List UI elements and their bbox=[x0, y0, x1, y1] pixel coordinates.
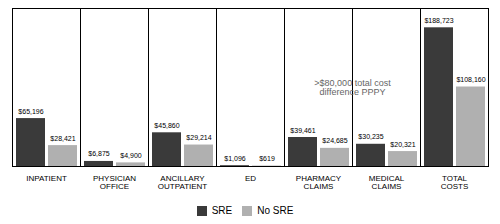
svg-text:MEDICALCLAIMS: MEDICALCLAIMS bbox=[369, 174, 405, 191]
svg-text:$39,461: $39,461 bbox=[290, 127, 315, 134]
svg-text:$28,421: $28,421 bbox=[50, 135, 75, 142]
svg-text:$45,860: $45,860 bbox=[154, 122, 179, 129]
html-text:SRE: SRE bbox=[211, 205, 233, 216]
svg-text:PHARMACYCLAIMS: PHARMACYCLAIMS bbox=[296, 174, 342, 191]
svg-text:ED: ED bbox=[245, 174, 256, 183]
svg-text:PHYSICIANOFFICE: PHYSICIANOFFICE bbox=[93, 174, 136, 191]
svg-text:$4,900: $4,900 bbox=[120, 152, 142, 159]
svg-text:INPATIENT: INPATIENT bbox=[26, 174, 67, 183]
svg-text:$619: $619 bbox=[259, 155, 275, 162]
svg-text:$108,160: $108,160 bbox=[456, 76, 485, 83]
svg-text:$24,685: $24,685 bbox=[322, 137, 347, 144]
svg-text:TOTALCOSTS: TOTALCOSTS bbox=[441, 174, 469, 191]
svg-text:ANCILLARYOUTPATIENT: ANCILLARYOUTPATIENT bbox=[158, 174, 208, 191]
svg-text:$20,321: $20,321 bbox=[390, 141, 415, 148]
svg-text:$65,196: $65,196 bbox=[18, 108, 43, 115]
svg-text:$30,235: $30,235 bbox=[358, 133, 383, 140]
svg-text:>$80,000 total costdifference: >$80,000 total costdifference PPPY bbox=[314, 78, 391, 97]
svg-text:$1,096: $1,096 bbox=[224, 155, 246, 162]
svg-text:$188,723: $188,723 bbox=[424, 17, 453, 24]
svg-text:$29,214: $29,214 bbox=[186, 134, 211, 141]
html-text:No SRE: No SRE bbox=[257, 205, 294, 216]
svg-text:$6,875: $6,875 bbox=[88, 150, 110, 157]
